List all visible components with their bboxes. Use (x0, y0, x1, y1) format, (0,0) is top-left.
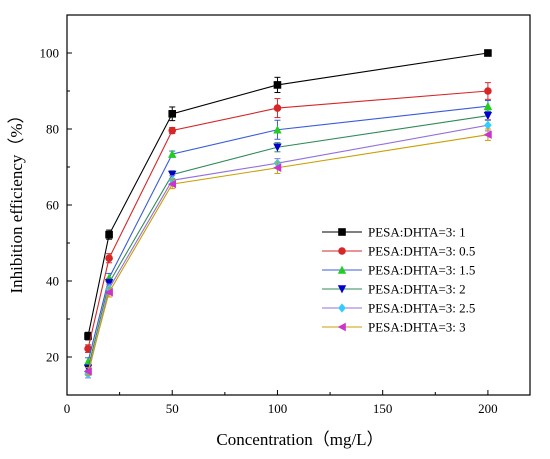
legend-marker (337, 285, 347, 294)
legend-label: PESA:DHTA=3: 2 (368, 282, 466, 297)
data-point (483, 130, 492, 139)
x-tick-label: 200 (478, 401, 498, 416)
legend-marker (337, 322, 346, 332)
data-point (104, 288, 113, 297)
data-point (84, 332, 92, 340)
data-point (484, 87, 492, 95)
data-point (83, 367, 92, 376)
x-axis-title: Concentration（mg/L） (216, 430, 383, 449)
y-tick-label: 60 (46, 198, 59, 213)
x-tick-label: 50 (166, 401, 179, 416)
x-tick-label: 0 (64, 401, 71, 416)
data-point (168, 170, 177, 179)
data-point (273, 81, 282, 89)
legend-marker (338, 228, 346, 236)
legend-marker (338, 303, 346, 313)
x-tick-label: 100 (268, 401, 288, 416)
y-tick-label: 40 (46, 274, 59, 289)
data-point (168, 126, 177, 135)
series (84, 82, 492, 353)
data-point (273, 104, 282, 112)
series (83, 128, 492, 376)
legend-label: PESA:DHTA=3: 3 (368, 320, 466, 335)
legend-marker (337, 265, 347, 274)
data-point (105, 230, 113, 239)
x-tick-label: 150 (373, 401, 393, 416)
data-point (273, 143, 282, 152)
data-point (168, 110, 177, 118)
data-point (483, 111, 493, 121)
data-point (484, 120, 492, 130)
data-point (84, 344, 92, 353)
y-tick-label: 80 (46, 122, 59, 137)
legend-label: PESA:DHTA=3: 2.5 (368, 301, 475, 316)
data-point (484, 49, 492, 57)
legend: PESA:DHTA=3: 1 PESA:DHTA=3: 0.5 PESA:DHTA=… (322, 225, 475, 335)
legend-label: PESA:DHTA=3: 1.5 (368, 263, 475, 278)
legend-label: PESA:DHTA=3: 0.5 (368, 244, 475, 259)
data-point (273, 163, 282, 172)
y-tick-label: 20 (46, 350, 59, 365)
data-point (168, 149, 177, 158)
data-point (483, 101, 493, 110)
legend-label: PESA:DHTA=3: 1 (368, 225, 466, 240)
plot-frame (66, 14, 531, 396)
y-tick-label: 100 (40, 46, 60, 61)
series (84, 49, 492, 341)
data-point (104, 279, 114, 288)
data-point (167, 179, 177, 189)
legend-marker (338, 247, 346, 255)
data-point (273, 125, 282, 134)
y-axis-title: Inhibition efficiency（%） (7, 106, 26, 293)
data-point (105, 254, 113, 262)
